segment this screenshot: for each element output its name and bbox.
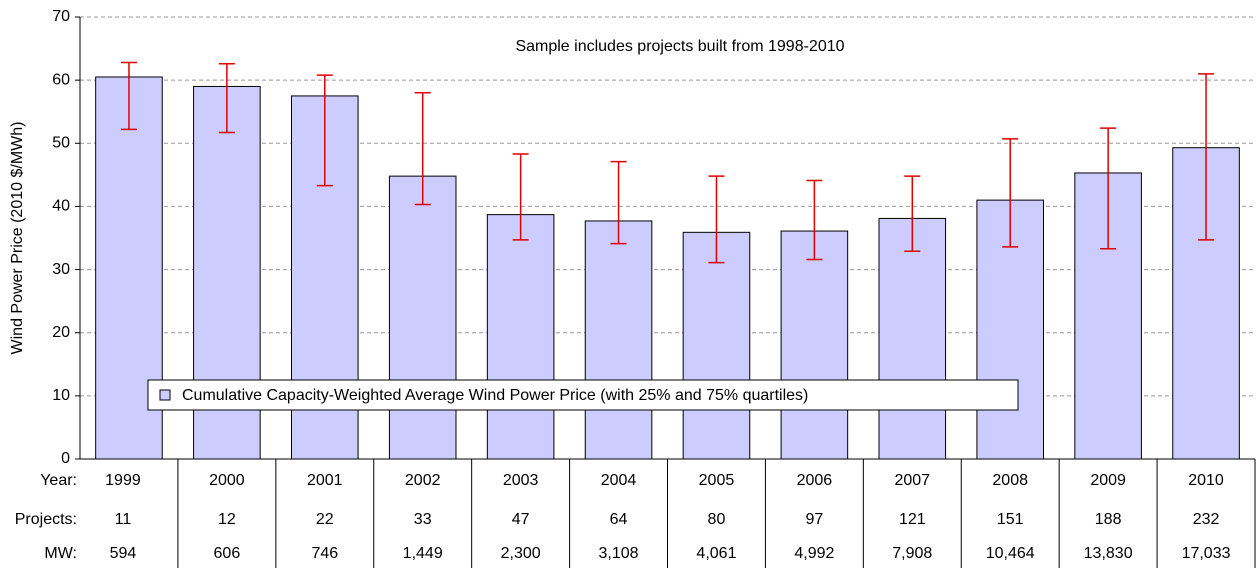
mw-cell: 13,830 [1084, 545, 1133, 562]
bar [486, 214, 555, 460]
bar [976, 199, 1045, 460]
y-tick-label: 40 [52, 198, 70, 215]
mw-cell: 17,033 [1182, 545, 1231, 562]
error-bar [316, 74, 333, 187]
x-tick-label: 2001 [307, 472, 343, 489]
mw-cell: 594 [110, 545, 137, 562]
projects-cell: 12 [218, 511, 236, 528]
error-bar [1002, 138, 1019, 248]
x-tick-label: 2009 [1090, 472, 1126, 489]
x-tick-label: 2000 [209, 472, 245, 489]
x-tick-label: 2006 [797, 472, 833, 489]
row-label-year: Year: [40, 472, 77, 489]
error-bar [904, 175, 921, 253]
x-tick-label: 2005 [699, 472, 735, 489]
legend-swatch [159, 389, 171, 401]
projects-cell: 80 [708, 511, 726, 528]
bar [388, 175, 457, 460]
bar [780, 230, 849, 460]
row-label-projects: Projects: [15, 511, 77, 528]
x-tick-label: 2003 [503, 472, 539, 489]
projects-cell: 188 [1095, 511, 1122, 528]
bar [584, 220, 653, 460]
projects-cell: 11 [115, 511, 132, 528]
legend-label: Cumulative Capacity-Weighted Average Win… [182, 387, 808, 404]
mw-cell: 3,108 [599, 545, 639, 562]
error-bar [218, 62, 235, 134]
error-bar [708, 175, 725, 264]
mw-cell: 4,992 [794, 545, 834, 562]
annotation: Sample includes projects built from 1998… [515, 38, 844, 55]
y-tick-label: 30 [52, 261, 70, 278]
mw-cell: 7,908 [892, 545, 932, 562]
projects-cell: 121 [899, 511, 926, 528]
row-label-mw: MW: [44, 545, 77, 562]
error-bar [610, 160, 627, 245]
projects-cell: 64 [610, 511, 628, 528]
x-tick-label: 2010 [1188, 472, 1224, 489]
mw-cell: 746 [311, 545, 338, 562]
projects-cell: 97 [805, 511, 823, 528]
y-tick-label: 0 [61, 450, 70, 467]
x-tick-label: 2004 [601, 472, 637, 489]
y-tick-label: 20 [52, 324, 70, 341]
mw-cell: 4,061 [696, 545, 736, 562]
y-tick-label: 60 [52, 71, 70, 88]
legend-box [147, 379, 1019, 411]
mw-cell: 1,449 [403, 545, 443, 562]
projects-cell: 22 [316, 511, 334, 528]
x-tick-label: 2002 [405, 472, 441, 489]
mw-cell: 10,464 [986, 545, 1035, 562]
error-bar [1100, 127, 1117, 250]
bar [878, 217, 947, 460]
y-tick-label: 50 [52, 135, 70, 152]
projects-cell: 151 [997, 511, 1024, 528]
projects-cell: 232 [1193, 511, 1220, 528]
error-bar [120, 61, 137, 131]
error-bar [414, 92, 431, 206]
projects-cell: 33 [414, 511, 432, 528]
y-axis-title: Wind Power Price (2010 $/MWh) [9, 122, 26, 355]
x-tick-label: 2008 [992, 472, 1028, 489]
bar [682, 231, 751, 460]
error-bar [806, 179, 823, 261]
mw-cell: 606 [214, 545, 241, 562]
projects-cell: 47 [512, 511, 530, 528]
x-tick-label: 2007 [894, 472, 930, 489]
error-bar [1198, 73, 1215, 241]
y-tick-label: 10 [52, 387, 70, 404]
mw-cell: 2,300 [501, 545, 541, 562]
y-tick-label: 70 [52, 8, 70, 25]
error-bar [512, 153, 529, 241]
x-tick-label: 1999 [105, 472, 141, 489]
